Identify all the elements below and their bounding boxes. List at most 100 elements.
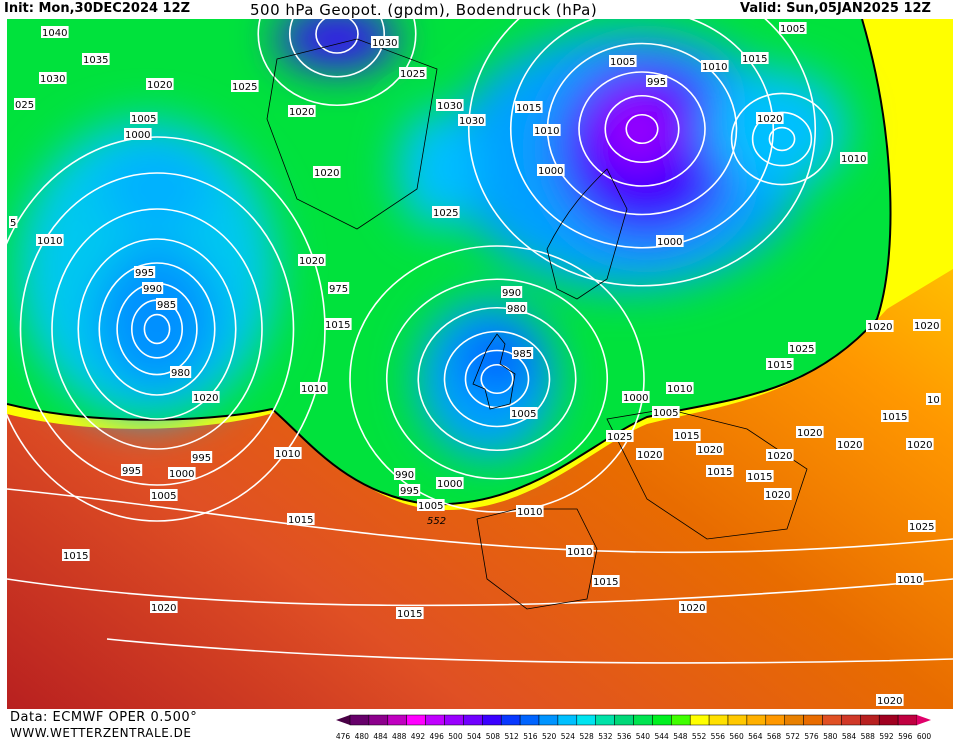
svg-text:1015: 1015 (325, 320, 350, 331)
legend-swatch (387, 714, 407, 726)
svg-text:1015: 1015 (397, 609, 422, 620)
pressure-label: 1010 (840, 152, 868, 165)
pressure-label: 1025 (399, 67, 427, 80)
svg-text:990: 990 (143, 284, 162, 295)
isobar (578, 71, 706, 187)
svg-text:1000: 1000 (125, 130, 150, 141)
isobar (480, 363, 514, 395)
svg-text:1025: 1025 (400, 69, 425, 80)
svg-text:995: 995 (400, 486, 419, 497)
svg-text:1025: 1025 (909, 522, 934, 533)
pressure-label: 1005 (609, 55, 637, 68)
pressure-label: 990 (142, 282, 164, 295)
legend-label: 540 (636, 732, 651, 741)
pressure-label: 1020 (766, 449, 794, 462)
data-source: Data: ECMWF OPER 0.500° (10, 710, 198, 725)
legend-swatch (557, 714, 578, 726)
coastlines (266, 38, 808, 610)
map-footer: Data: ECMWF OPER 0.500° WWW.WETTERZENTRA… (0, 709, 959, 741)
pressure-label: 1010 (701, 60, 729, 73)
svg-text:980: 980 (171, 368, 190, 379)
pressure-label: 1030 (436, 99, 464, 112)
pressure-label: 1010 (300, 382, 328, 395)
svg-text:1000: 1000 (623, 393, 648, 404)
isobar (257, 19, 417, 107)
svg-text:1015: 1015 (707, 467, 732, 478)
legend-label: 520 (542, 732, 557, 741)
pressure-label: 1015 (396, 607, 424, 620)
pressure-label: 1035 (82, 53, 110, 66)
map-title: 500 hPa Geopot. (gpdm), Bodendruck (hPa) (250, 1, 598, 19)
svg-text:1005: 1005 (780, 24, 805, 35)
isobars (7, 19, 953, 664)
contour-552-label: 552 (427, 516, 446, 527)
pressure-label: 1020 (866, 320, 894, 333)
pressure-label: 1000 (168, 467, 196, 480)
svg-text:1025: 1025 (433, 208, 458, 219)
svg-text:1010: 1010 (517, 507, 542, 518)
pressure-label: 1015 (881, 410, 909, 423)
pressure-label: 985 (512, 347, 534, 360)
init-time: Init: Mon,30DEC2024 12Z (4, 1, 191, 16)
legend-swatch (727, 714, 748, 726)
legend-label: 500 (448, 732, 463, 741)
pressure-label: 1020 (150, 601, 178, 614)
legend-swatch (500, 714, 521, 726)
isobar (106, 638, 953, 664)
svg-text:1015: 1015 (747, 472, 772, 483)
pressure-label: 10 (926, 393, 941, 406)
legend-label: 592 (879, 732, 894, 741)
svg-text:1020: 1020 (837, 440, 862, 451)
legend-label: 496 (430, 732, 445, 741)
legend-swatch (368, 714, 389, 726)
svg-text:1020: 1020 (765, 490, 790, 501)
legend-arrow-high (917, 715, 931, 725)
pressure-label: 1015 (592, 575, 620, 588)
svg-text:975: 975 (329, 284, 348, 295)
weather-map: 1040 1035 1030 025 1020 1025 1020 1030 1025 1030 1… (7, 19, 953, 709)
pressure-label: 995 (646, 75, 668, 88)
pressure-label: 1010 (516, 505, 544, 518)
pressure-label: 1020 (913, 319, 941, 332)
pressure-label: 1015 (741, 52, 769, 65)
svg-text:1030: 1030 (372, 38, 397, 49)
svg-text:1020: 1020 (907, 440, 932, 451)
svg-text:1030: 1030 (459, 116, 484, 127)
pressure-labels: 1040 1035 1030 025 1020 1025 1020 1030 1025 1030 1… (9, 22, 941, 707)
legend-label: 536 (617, 732, 632, 741)
svg-text:10: 10 (927, 395, 940, 406)
svg-text:1020: 1020 (147, 80, 172, 91)
pressure-label: 1015 (324, 318, 352, 331)
isobar (143, 313, 171, 345)
svg-text:1010: 1010 (702, 62, 727, 73)
svg-text:990: 990 (502, 288, 521, 299)
svg-text:1020: 1020 (797, 428, 822, 439)
pressure-label: 1015 (62, 549, 90, 562)
pressure-label: 025 (14, 98, 36, 111)
svg-text:1020: 1020 (314, 168, 339, 179)
svg-text:1015: 1015 (63, 551, 88, 562)
legend-swatch (614, 714, 634, 726)
pressure-label: 995 (134, 266, 156, 279)
pressure-label: 1005 (510, 407, 538, 420)
contour-552-line (7, 19, 892, 506)
svg-text:1020: 1020 (637, 450, 662, 461)
pressure-label: 995 (399, 484, 421, 497)
pressure-label: 1020 (906, 438, 934, 451)
svg-text:985: 985 (513, 349, 532, 360)
legend-label: 528 (579, 732, 594, 741)
legend-label: 596 (898, 732, 913, 741)
pressure-label: 1020 (696, 443, 724, 456)
legend-swatch (803, 714, 823, 726)
svg-text:1015: 1015 (593, 577, 618, 588)
legend-label: 548 (673, 732, 688, 741)
legend-label: 600 (917, 732, 932, 741)
svg-text:1020: 1020 (289, 107, 314, 118)
pressure-label: 1000 (436, 477, 464, 490)
legend-label: 480 (355, 732, 370, 741)
svg-text:1010: 1010 (841, 154, 866, 165)
svg-text:1010: 1010 (275, 449, 300, 460)
geopotential-map: 1040 1035 1030 025 1020 1025 1020 1030 1025 1030 1… (7, 19, 953, 709)
svg-text:1005: 1005 (131, 114, 156, 125)
legend-swatch (444, 714, 464, 726)
